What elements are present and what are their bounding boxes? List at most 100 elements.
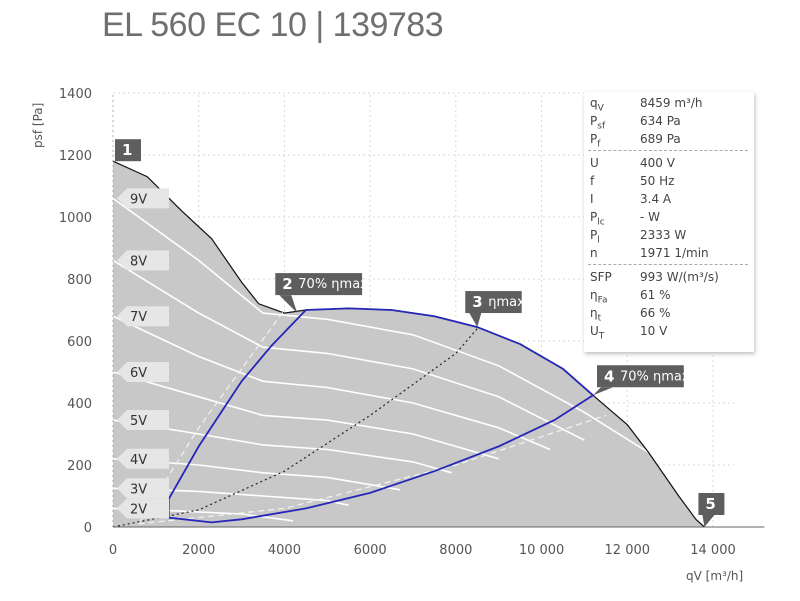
point-label-2: 2 70% ηmax [275, 273, 368, 314]
point-number: 5 [705, 495, 715, 513]
point-text: ηmax [488, 295, 525, 310]
voltage-label-box [117, 306, 169, 327]
info-symbol: n [590, 246, 598, 260]
info-value: 634 Pa [640, 114, 681, 128]
axes: 0 2000 4000 6000 8000 10 000 12 000 14 000 0 200 4… [59, 87, 765, 558]
info-value: - W [640, 210, 661, 224]
point-label-3: 3 ηmax [465, 291, 525, 328]
info-symbol: ηFa [590, 288, 608, 306]
point-label-5: 5 [698, 493, 725, 527]
operating-area [113, 161, 705, 527]
point-label-pointer [469, 313, 482, 328]
voltage-curve-8V [112, 259, 585, 441]
operating-point-info: qV 8459 m³/h Psf 634 Pa Pf 689 Pa U 400 V f 50 Hz… [584, 92, 754, 352]
point-text: 70% ηmax [298, 277, 368, 292]
voltage-curve-5V [112, 419, 452, 474]
info-value: 3.4 A [640, 192, 672, 206]
y-tick-label: 1000 [59, 211, 92, 226]
info-value: 66 % [640, 306, 671, 320]
y-tick-label: 400 [67, 397, 92, 412]
point-number: 1 [122, 141, 132, 159]
info-symbol: I [590, 192, 594, 206]
info-symbol: UT [590, 324, 605, 342]
info-symbol: Plc [590, 210, 605, 228]
info-value: 61 % [640, 288, 671, 302]
operating-area-fill [113, 161, 705, 527]
point-text: 70% ηmax [620, 369, 690, 384]
y-tick-label: 0 [84, 521, 92, 536]
operating-boundary [167, 307, 595, 524]
page-title: EL 560 EC 10 | 139783 [102, 6, 444, 44]
voltage-curve-4V [112, 458, 401, 491]
voltage-label: 8V [130, 254, 147, 269]
info-separator [588, 150, 748, 151]
voltage-label-box [117, 250, 169, 271]
y-tick-label: 800 [67, 273, 92, 288]
eta70-right-line [138, 414, 607, 525]
voltage-label-box [117, 188, 169, 209]
x-tick-label: 14 000 [690, 543, 736, 558]
point-label-pointer [593, 387, 613, 396]
x-tick-label: 12 000 [605, 543, 651, 558]
voltage-curve-6V [112, 371, 499, 460]
info-value: 2333 W [640, 228, 687, 242]
voltage-label-box [117, 448, 169, 469]
point-label-box [465, 291, 522, 314]
eta70-left-line [138, 309, 285, 525]
y-tick-label: 1200 [59, 149, 92, 164]
curve-labels: 9V 8V 7V 6V 5V 4V 3V 2V 1 2 70% ηmax 3 ηmax 4 70% ηmax… [115, 139, 725, 527]
info-value: 689 Pa [640, 132, 681, 146]
info-value: 10 V [640, 324, 668, 338]
x-tick-label: 10 000 [519, 543, 565, 558]
info-value: 50 Hz [640, 174, 675, 188]
point-number: 3 [472, 293, 482, 311]
voltage-label: 2V [130, 502, 147, 517]
voltage-label-box [117, 498, 169, 519]
point-label-1: 1 [115, 139, 141, 162]
info-value: 993 W/(m³/s) [640, 270, 719, 284]
info-symbol: Pl [590, 228, 600, 246]
x-tick-label: 4000 [268, 543, 301, 558]
x-tick-label: 8000 [439, 543, 472, 558]
info-separator [588, 264, 748, 265]
point-label-box [698, 493, 725, 515]
info-symbol: Psf [590, 114, 606, 132]
voltage-label: 9V [130, 192, 147, 207]
voltage-curve-9V [112, 197, 650, 454]
voltage-label: 3V [130, 482, 147, 497]
eta-max-line [112, 328, 478, 528]
point-label-4: 4 70% ηmax [593, 365, 690, 396]
voltage-label: 5V [130, 414, 147, 429]
info-symbol: U [590, 156, 599, 170]
info-value: 8459 m³/h [640, 96, 703, 110]
x-tick-label: 2000 [182, 543, 215, 558]
info-symbol: Pf [590, 132, 601, 150]
voltage-curve-7V [112, 315, 551, 451]
info-symbol: SFP [590, 270, 612, 284]
info-symbol: ηt [590, 306, 602, 324]
info-value: 400 V [640, 156, 675, 170]
point-label-box [275, 273, 363, 296]
x-axis-label: qV [m³/h] [686, 569, 743, 583]
info-symbol: f [590, 174, 595, 188]
point-label-pointer [279, 295, 298, 314]
efficiency-lines [112, 160, 705, 528]
voltage-label-box [117, 362, 169, 382]
voltage-curves [112, 197, 650, 522]
voltage-label-box [117, 478, 169, 499]
x-tick-label: 6000 [354, 543, 387, 558]
y-tick-label: 600 [67, 335, 92, 350]
info-value: 1971 1/min [640, 246, 709, 260]
voltage-label: 7V [130, 310, 147, 325]
point-label-box [115, 139, 141, 162]
y-tick-label: 1400 [59, 87, 92, 102]
point-label-box [597, 365, 684, 388]
y-tick-label: 200 [67, 459, 92, 474]
voltage-label: 4V [130, 453, 147, 468]
voltage-label-box [117, 410, 169, 431]
point-number: 4 [604, 367, 614, 385]
point-number: 2 [282, 275, 292, 293]
point-label-pointer [702, 515, 715, 527]
y-axis-label: psf [Pa] [31, 103, 45, 148]
